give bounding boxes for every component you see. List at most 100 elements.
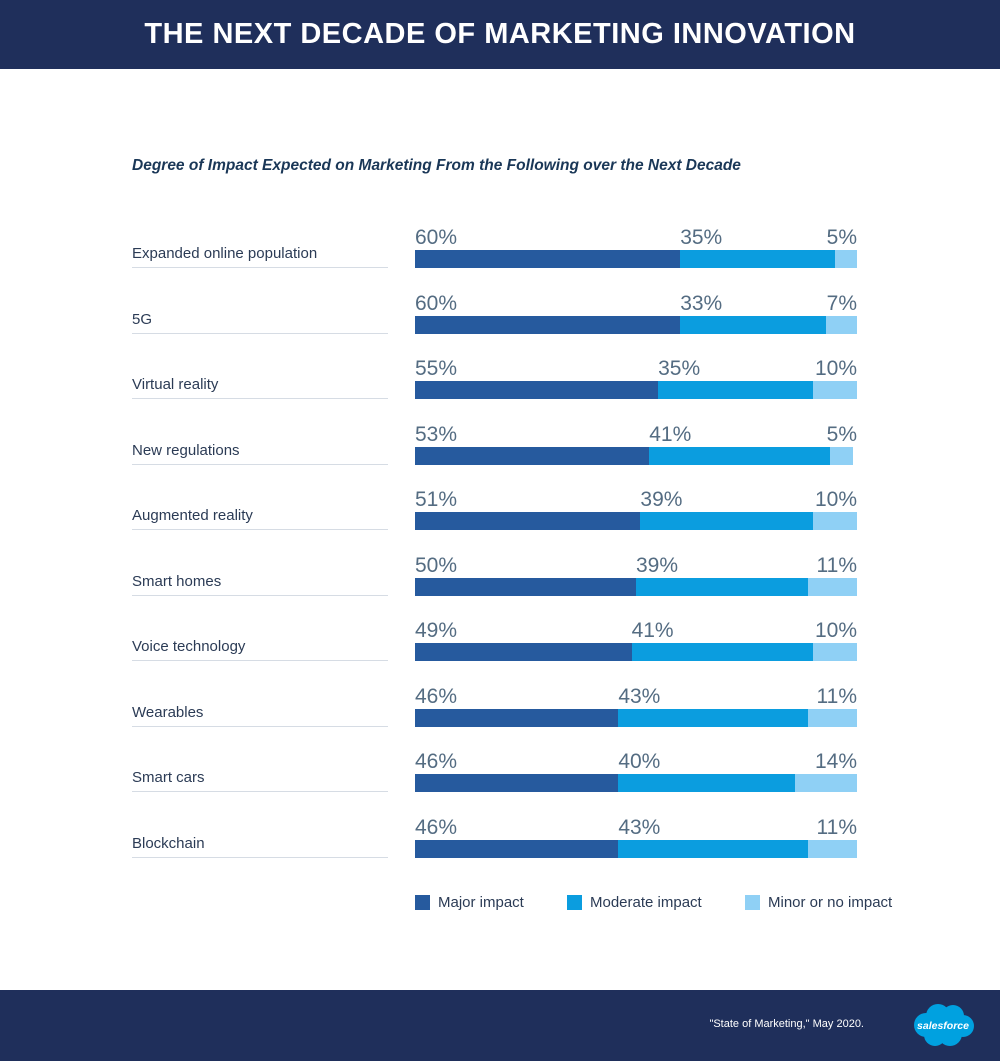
data-label-major: 50% <box>415 553 458 577</box>
source-citation: "State of Marketing," May 2020. <box>709 1018 864 1030</box>
legend-item-minor: Minor or no impact <box>745 894 892 911</box>
data-label-major: 46% <box>415 815 458 839</box>
data-label-moderate: 40% <box>618 750 661 773</box>
data-label-moderate: 41% <box>649 422 692 446</box>
chart-title: Degree of Impact Expected on Marketing F… <box>132 157 741 174</box>
bar-segment-moderate <box>631 643 813 661</box>
salesforce-logo: salesforce <box>914 1004 974 1046</box>
chart-row: Smart homes 50% 39% 11% <box>132 536 857 596</box>
bar-segment-moderate <box>649 446 831 465</box>
bar-track: 55% 35% 10% <box>415 339 857 399</box>
bar-segment-minor <box>812 643 857 661</box>
data-label-major: 46% <box>415 684 458 708</box>
header-banner: THE NEXT DECADE OF MARKETING INNOVATION <box>0 0 1000 69</box>
data-label-moderate: 39% <box>636 553 679 577</box>
row-divider <box>132 660 388 661</box>
row-divider <box>132 463 388 465</box>
bar-segment-major <box>415 708 619 727</box>
bar-segment-major <box>415 577 636 596</box>
bar-segment-minor <box>834 250 857 268</box>
legend-item-moderate: Moderate impact <box>567 894 702 911</box>
row-divider <box>132 725 388 727</box>
bar-segment-moderate <box>618 774 796 792</box>
bar-track: 46% 43% 11% <box>415 798 857 858</box>
data-label-minor: 11% <box>816 684 857 708</box>
category-label: Smart homes <box>132 572 222 590</box>
category-label: New regulations <box>132 441 240 459</box>
legend: Major impact Moderate impact Minor or no… <box>415 894 915 914</box>
data-label-moderate: 39% <box>640 488 683 511</box>
row-divider <box>132 332 388 334</box>
bar-segment-major <box>415 315 681 334</box>
chart-row: 5G 60% 33% 7% <box>132 274 857 334</box>
bar-segment-minor <box>830 446 853 465</box>
bar-segment-major <box>415 446 650 465</box>
bar-segment-moderate <box>658 381 813 399</box>
bar-segment-moderate <box>636 577 809 596</box>
data-label-moderate: 41% <box>631 619 674 642</box>
data-label-moderate: 35% <box>680 226 723 249</box>
data-label-major: 55% <box>415 357 458 380</box>
category-label: Augmented reality <box>132 507 253 524</box>
data-label-major: 60% <box>415 226 458 249</box>
data-label-minor: 5% <box>826 422 857 446</box>
category-label: Voice technology <box>132 638 246 655</box>
bar-segment-moderate <box>618 708 809 727</box>
bar-segment-major <box>415 250 681 268</box>
bar-track: 46% 40% 14% <box>415 732 857 792</box>
page-title: THE NEXT DECADE OF MARKETING INNOVATION <box>144 18 856 50</box>
bar-track: 60% 33% 7% <box>415 274 857 334</box>
data-label-major: 49% <box>415 619 458 642</box>
chart-row: Wearables 46% 43% 11% <box>132 667 857 727</box>
data-label-minor: 14% <box>814 750 857 773</box>
bar-segment-moderate <box>640 512 813 530</box>
bar-segment-minor <box>812 512 857 530</box>
bar-segment-major <box>415 839 619 858</box>
category-label: 5G <box>132 310 153 328</box>
data-label-major: 51% <box>415 488 458 511</box>
row-divider <box>132 398 388 399</box>
data-label-major: 53% <box>415 422 458 446</box>
chart-row: Augmented reality 51% 39% 10% <box>132 470 857 530</box>
bar-segment-minor <box>795 774 857 792</box>
row-divider <box>132 594 388 596</box>
bar-segment-minor <box>808 839 857 858</box>
legend-label-major: Major impact <box>438 894 524 911</box>
category-label: Wearables <box>132 703 204 721</box>
row-divider <box>132 791 388 792</box>
category-label: Expanded online population <box>132 245 318 262</box>
data-label-minor: 11% <box>816 815 857 839</box>
category-label: Smart cars <box>132 769 205 786</box>
bar-segment-minor <box>812 381 857 399</box>
legend-swatch-moderate <box>567 895 582 910</box>
data-label-moderate: 35% <box>658 357 701 380</box>
chart-row: Expanded online population 60% 35% 5% <box>132 208 857 268</box>
bar-track: 50% 39% 11% <box>415 536 857 596</box>
category-label: Blockchain <box>132 834 205 852</box>
bar-track: 53% 41% 5% <box>415 405 857 465</box>
logo-text: salesforce <box>917 1020 969 1032</box>
bar-segment-moderate <box>680 315 827 334</box>
bar-segment-major <box>415 774 619 792</box>
data-label-minor: 7% <box>826 291 857 315</box>
data-label-major: 60% <box>415 291 458 315</box>
bar-track: 51% 39% 10% <box>415 470 857 530</box>
bar-track: 49% 41% 10% <box>415 601 857 661</box>
chart-row: Voice technology 49% 41% 10% <box>132 601 857 661</box>
row-divider <box>132 267 388 268</box>
bar-segment-minor <box>826 315 857 334</box>
data-label-minor: 5% <box>826 226 857 249</box>
bar-segment-moderate <box>618 839 809 858</box>
legend-swatch-minor <box>745 895 760 910</box>
chart-row: New regulations 53% 41% 5% <box>132 405 857 465</box>
legend-swatch-major <box>415 895 430 910</box>
legend-label-moderate: Moderate impact <box>590 894 702 911</box>
legend-label-minor: Minor or no impact <box>768 894 893 911</box>
data-label-minor: 10% <box>814 488 857 511</box>
data-label-minor: 10% <box>814 619 857 642</box>
data-label-minor: 10% <box>814 357 857 380</box>
row-divider <box>132 856 388 858</box>
bar-segment-major <box>415 512 641 530</box>
bar-segment-major <box>415 381 659 399</box>
chart-row: Virtual reality 55% 35% 10% <box>132 339 857 399</box>
